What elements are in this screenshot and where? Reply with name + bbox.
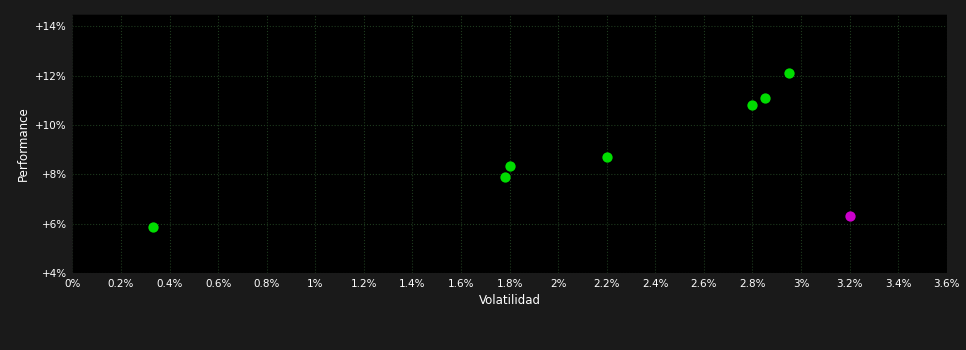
Point — [745, 103, 760, 108]
Point — [841, 214, 857, 219]
Point — [497, 174, 512, 180]
Point — [502, 163, 518, 168]
Point — [756, 95, 772, 101]
Point — [781, 70, 797, 76]
Point — [599, 154, 614, 160]
Point — [145, 225, 160, 230]
Y-axis label: Performance: Performance — [16, 106, 30, 181]
X-axis label: Volatilidad: Volatilidad — [478, 294, 541, 307]
